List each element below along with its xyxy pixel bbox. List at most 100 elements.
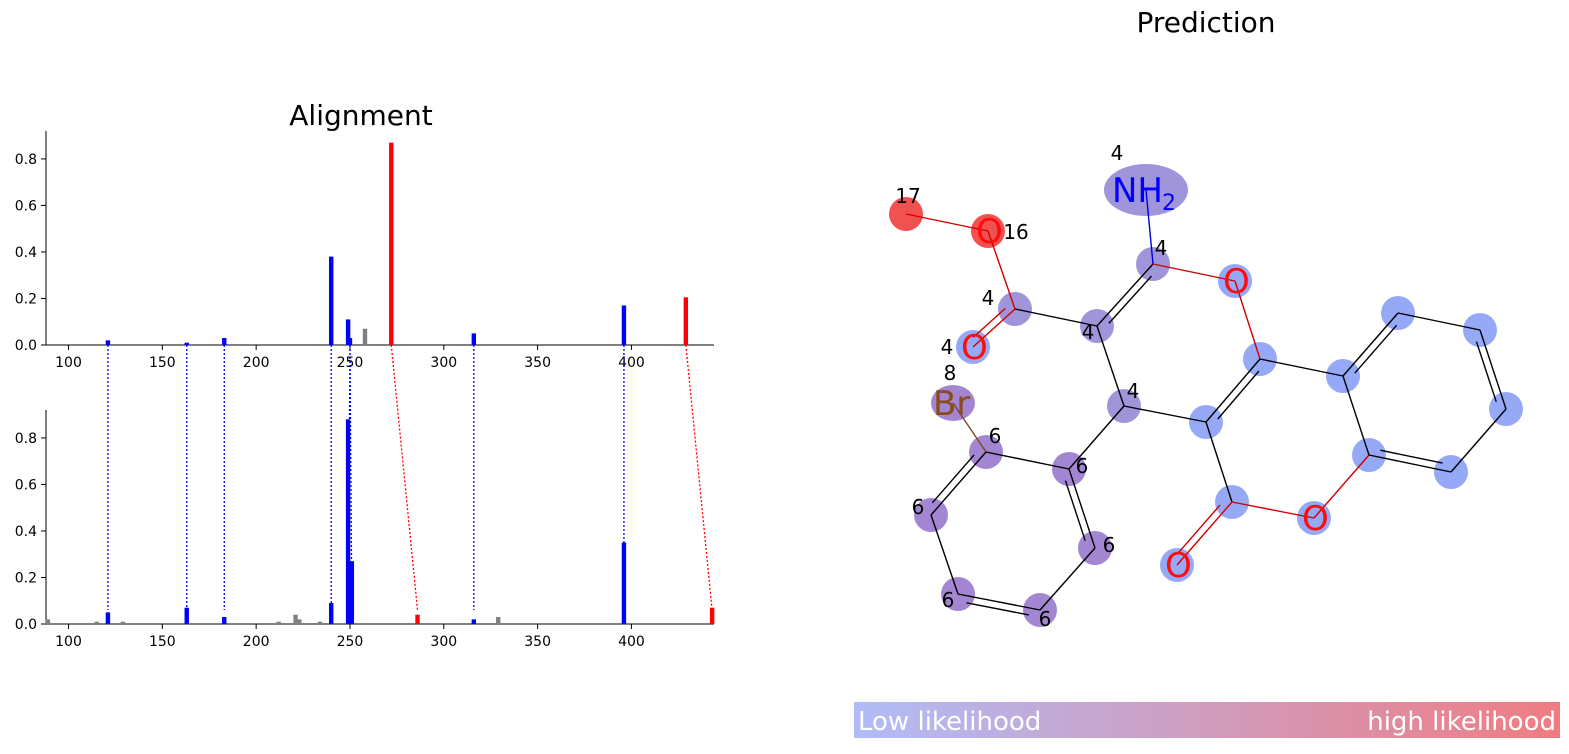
atom-index-label: 6 — [942, 588, 955, 612]
top-peak-bar — [347, 338, 353, 345]
top-peak-bar — [471, 333, 477, 345]
bond — [952, 402, 987, 453]
bond — [1068, 468, 1096, 549]
bond — [1259, 358, 1344, 377]
bond — [1479, 329, 1507, 410]
bond — [1397, 312, 1481, 331]
alignment-link — [349, 344, 353, 611]
atom-symbol: O — [1223, 262, 1250, 302]
bottom-peak-bar — [317, 621, 323, 624]
top-peak-bar — [621, 305, 627, 345]
atom-index-label: 6 — [1103, 533, 1116, 557]
bond — [930, 514, 959, 595]
atom-index-label: 6 — [989, 424, 1002, 448]
likelihood-colorbar — [854, 702, 1560, 738]
bond — [1342, 375, 1370, 456]
atom-symbol: O — [961, 328, 988, 368]
bonds — [905, 189, 1507, 616]
bond — [972, 307, 1006, 338]
top-peak-bar — [105, 340, 111, 345]
bond — [930, 451, 987, 516]
bond — [1096, 325, 1125, 407]
bottom-spectrum-axes: 0.0 0.2 0.4 0.6 0.8 100 150 200 250 300 350 400 — [15, 410, 715, 650]
top-y-tick-label: 0.6 — [15, 198, 37, 214]
bond — [1068, 405, 1125, 470]
top-x-tick-label: 300 — [430, 355, 457, 371]
bond — [1217, 370, 1260, 420]
bond — [1313, 454, 1370, 519]
bond — [1450, 408, 1507, 473]
bottom-x-tick-label: 400 — [618, 634, 645, 650]
bond — [1108, 275, 1152, 324]
atom-index-label: 16 — [1003, 220, 1028, 244]
bond — [1176, 501, 1233, 566]
bond — [1096, 263, 1154, 327]
bond — [1064, 480, 1086, 541]
bond — [931, 454, 975, 504]
top-x-tick-label: 350 — [524, 355, 551, 371]
top-y-tick-label: 0.4 — [15, 245, 37, 261]
bottom-peak-bar — [222, 617, 227, 624]
bond — [1234, 280, 1261, 360]
atom-index-label: 4 — [1127, 379, 1140, 403]
atom-index-label: 6 — [1039, 607, 1052, 631]
bond — [985, 451, 1070, 470]
atom-index-label: 8 — [944, 361, 957, 385]
bottom-x-tick-label: 350 — [524, 634, 551, 650]
bond — [1123, 405, 1207, 423]
top-x-tick-label: 100 — [55, 355, 82, 371]
bond — [1380, 449, 1443, 464]
atom-index-label: 4 — [1082, 320, 1095, 344]
bottom-peak-bar — [184, 607, 189, 624]
bottom-y-tick-label: 0.0 — [15, 617, 37, 633]
bottom-y-tick-label: 0.6 — [15, 477, 37, 493]
bond — [1354, 324, 1398, 374]
top-peak-bar — [362, 328, 368, 345]
top-peak-bar — [345, 319, 351, 345]
bottom-peak-bar — [293, 614, 298, 624]
atom-symbol: O — [1302, 499, 1329, 539]
atom-symbol: O — [1165, 546, 1192, 586]
bottom-peak-bar — [120, 621, 126, 624]
atom-index-label: 6 — [1076, 454, 1089, 478]
top-x-tick-label: 150 — [149, 355, 176, 371]
bottom-peak-bar — [45, 619, 51, 624]
bottom-y-tick-label: 0.2 — [15, 570, 37, 586]
bond — [1145, 189, 1154, 265]
top-x-tick-label: 400 — [618, 355, 645, 371]
bottom-x-tick-label: 150 — [149, 634, 176, 650]
prediction-title: Prediction — [1136, 6, 1275, 39]
top-peak-bar — [184, 342, 189, 345]
atom-symbol: O — [976, 212, 1003, 252]
bottom-peak-bar — [349, 561, 355, 624]
top-peak-bar — [329, 256, 334, 345]
atom-index-label: 4 — [1155, 236, 1168, 260]
bottom-peak-bar — [709, 607, 715, 624]
bond — [1014, 308, 1098, 327]
top-y-tick-label: 0.0 — [15, 338, 37, 354]
bottom-peak-bar — [297, 619, 302, 624]
atom-index-label: 4 — [982, 286, 995, 310]
bond — [966, 602, 1029, 616]
bottom-x-tick-label: 100 — [55, 634, 82, 650]
top-peak-bar — [683, 297, 689, 345]
bond — [1177, 504, 1221, 554]
bottom-y-tick-label: 0.8 — [15, 431, 37, 447]
bottom-x-tick-label: 300 — [430, 634, 457, 650]
bottom-y-tick-label: 0.4 — [15, 524, 37, 540]
atom-symbol: NH — [1112, 171, 1163, 211]
top-y-tick-label: 0.2 — [15, 291, 37, 307]
bond — [957, 593, 1041, 611]
bond — [972, 308, 1016, 348]
bottom-peak-bar — [276, 621, 281, 624]
alignment-title: Alignment — [289, 99, 432, 132]
atom-subscript: 2 — [1162, 191, 1176, 216]
alignment-links — [107, 344, 713, 611]
bond — [987, 230, 1016, 310]
top-peak-bar — [222, 338, 227, 345]
bottom-peak-bar — [415, 614, 420, 624]
